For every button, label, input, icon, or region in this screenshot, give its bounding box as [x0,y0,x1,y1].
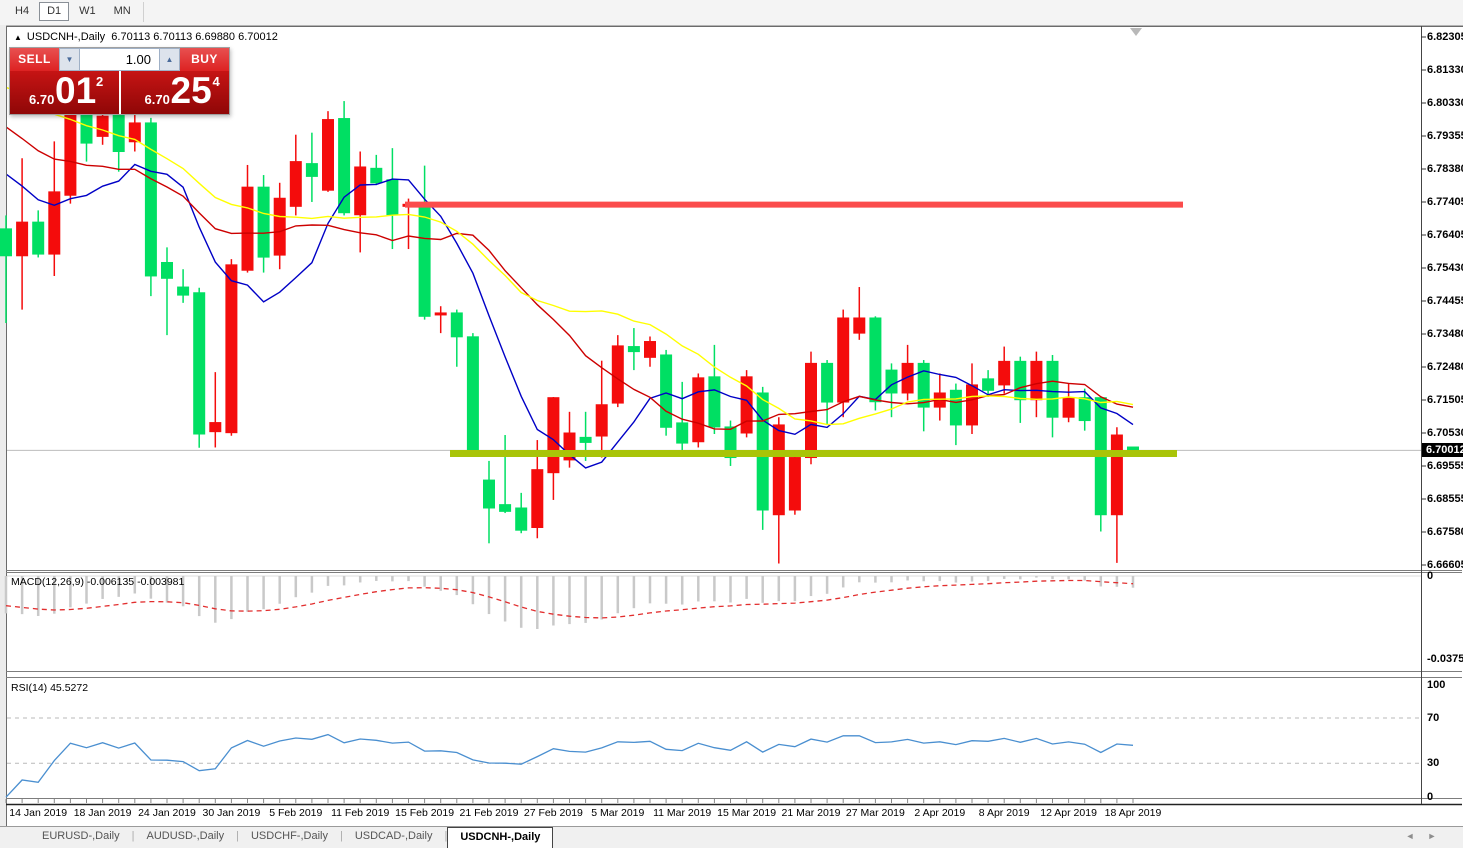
price-axis-label: 6.70530 [1427,427,1463,439]
timeframe-button-mn[interactable]: MN [113,5,131,17]
date-axis-label: 11 Feb 2019 [331,807,390,819]
date-axis-label: 5 Feb 2019 [269,807,323,819]
chart-ohlc-values: 6.70113 6.70113 6.69880 6.70012 [111,31,278,43]
sell-price-prefix: 6.70 [29,92,55,107]
price-axis-label: 6.71505 [1427,394,1463,406]
price-axis-label: 6.68555 [1427,493,1463,505]
date-axis-label: 21 Mar 2019 [781,807,841,819]
tab-usdcnh-daily[interactable]: USDCNH-,Daily [447,827,554,848]
tab-separator: | [339,830,343,842]
date-axis-label: 27 Feb 2019 [523,807,583,819]
price-axis-label: 6.72480 [1427,361,1463,373]
tab-eurusd-daily[interactable]: EURUSD-,Daily [42,830,120,842]
chart-symbol-label: USDCNH-,Daily [26,31,106,43]
rsi-axis-label: 30 [1427,757,1440,769]
buy-price-panel[interactable]: 6.70 25 4 [120,70,229,114]
tab-audusd-daily[interactable]: AUDUSD-,Daily [146,830,225,842]
date-axis-label: 18 Apr 2019 [1104,807,1162,819]
macd-axis-label: 0 [1427,570,1434,582]
buy-price-pip: 4 [212,74,220,89]
date-axis-label: 8 Apr 2019 [978,807,1030,819]
rsi-axis-label: 70 [1427,712,1440,724]
tab-separator: | [236,830,239,842]
date-axis-label: 11 Mar 2019 [653,807,712,819]
rsi-axis-label: 0 [1427,791,1434,803]
volume-input[interactable] [80,48,159,71]
tab-separator: | [444,830,448,842]
date-axis-label: 30 Jan 2019 [202,807,261,819]
price-axis-label: 6.78380 [1427,163,1463,175]
price-axis-label: 6.77405 [1427,196,1463,208]
price-axis-label: 6.79355 [1427,130,1463,142]
sell-button[interactable]: SELL [10,48,59,71]
buy-price-big: 25 [170,70,212,111]
price-axis-label: 6.82305 [1427,31,1463,43]
volume-increase-button[interactable]: ▲ [159,48,180,71]
tab-usdchf-daily[interactable]: USDCHF-,Daily [250,830,328,842]
date-axis-label: 24 Jan 2019 [138,807,196,819]
date-axis-label: 12 Apr 2019 [1040,807,1097,819]
rsi-axis-label: 100 [1427,679,1446,691]
sell-price-pip: 2 [96,74,104,89]
date-axis-label: 2 Apr 2019 [914,807,966,819]
price-axis-label: 6.69555 [1427,460,1463,472]
tab-scroll-right-icon[interactable]: ► [1427,831,1437,841]
price-axis-label: 6.80330 [1427,97,1463,109]
price-axis-label: 6.66605 [1427,559,1463,571]
timeframe-button-h4[interactable]: H4 [15,5,30,17]
timeframe-button-w1[interactable]: W1 [79,5,96,17]
buy-button[interactable]: BUY [180,48,229,71]
timeframe-toolbar: H4 D1 W1 MN [0,0,1463,26]
date-axis-label: 15 Mar 2019 [717,807,777,819]
date-axis-label: 21 Feb 2019 [459,807,519,819]
sell-price-panel[interactable]: 6.70 01 2 [10,70,121,114]
one-click-trading-widget: SELL ▼ ▲ BUY 6.70 01 2 6.70 25 4 [9,47,230,115]
macd-label: MACD(12,26,9) -0.006135 -0.003981 [11,576,185,588]
tab-separator: | [131,830,135,842]
date-axis-label: 27 Mar 2019 [845,807,905,819]
price-axis-label: 6.76405 [1427,229,1463,241]
price-axis-label: 6.67580 [1427,526,1463,538]
collapse-icon[interactable]: ▲ [14,33,22,42]
date-axis-label: 14 Jan 2019 [9,807,68,819]
date-axis-label: 15 Feb 2019 [395,807,455,819]
price-axis-label: 6.73480 [1427,328,1463,340]
symbol-tab-bar: EURUSD-,Daily | AUDUSD-,Daily | USDCHF-,Dail… [0,826,1463,848]
volume-decrease-button[interactable]: ▼ [59,48,80,71]
date-axis-label: 5 Mar 2019 [591,807,645,819]
rsi-label: RSI(14) 45.5272 [11,682,89,694]
price-axis-label: 6.74455 [1427,295,1463,307]
macd-axis-label: -0.037529 [1427,653,1463,665]
date-axis-label: 18 Jan 2019 [73,807,132,819]
chart-shift-marker-icon[interactable] [1130,28,1142,36]
tab-usdcad-daily[interactable]: USDCAD-,Daily [354,830,433,842]
price-axis-label: 6.81330 [1427,64,1463,76]
current-price-tag: 6.70012 [1422,443,1463,457]
tab-scroll-left-icon[interactable]: ◄ [1405,831,1415,841]
chart-title: ▲ USDCNH-,Daily 6.70113 6.70113 6.69880 6… [14,31,278,43]
price-axis-label: 6.75430 [1427,262,1463,274]
sell-price-big: 01 [55,70,97,111]
toolbar-separator [142,2,144,22]
timeframe-button-d1[interactable]: D1 [39,2,70,21]
buy-price-prefix: 6.70 [144,92,170,107]
